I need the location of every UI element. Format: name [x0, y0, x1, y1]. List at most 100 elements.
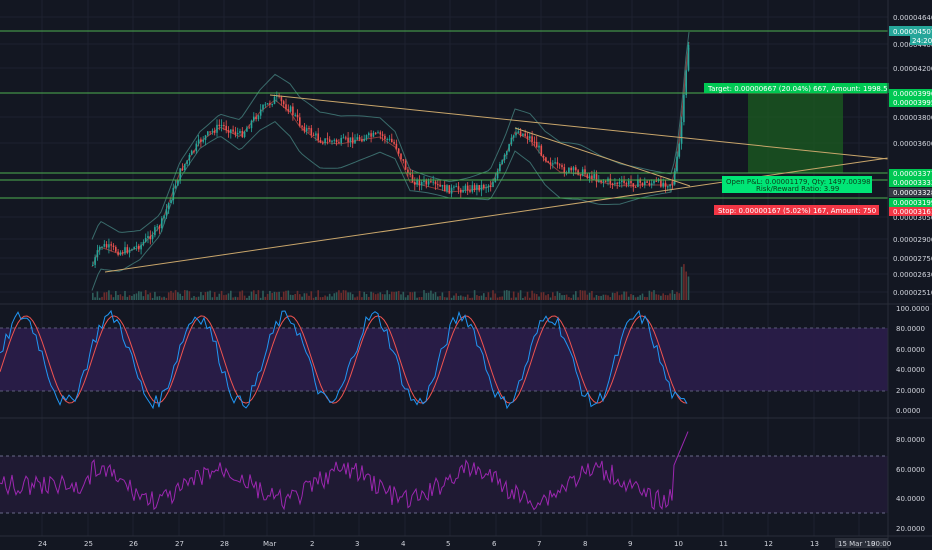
volume-bar [365, 294, 368, 300]
volume-bar [273, 291, 276, 300]
trendline-upper [269, 94, 889, 160]
volume-bar [181, 295, 184, 300]
candle-body [409, 173, 411, 175]
price-label: 0.00002900 [893, 236, 932, 244]
candle-body [255, 116, 257, 120]
candle-body [600, 180, 602, 183]
candle-body [646, 181, 648, 183]
volume-bar [248, 295, 250, 300]
volume-bar [437, 296, 439, 300]
candle-body [149, 235, 152, 240]
candle-body [535, 141, 538, 148]
candle-body [469, 190, 471, 192]
price-label: 0.00002510 [893, 289, 932, 297]
volume-bar [230, 290, 232, 300]
candle-body [616, 182, 618, 184]
rsi-axis[interactable]: 80.0000 60.0000 40.0000 20.0000 [896, 436, 925, 533]
volume-bar [372, 292, 375, 300]
candle-body [239, 131, 241, 134]
volume-bar [218, 293, 221, 300]
volume-bar [457, 295, 460, 300]
candle-body [264, 104, 267, 106]
price-label: 0.00003050 [893, 214, 932, 222]
target-zone[interactable] [748, 93, 843, 173]
candle-body [94, 257, 96, 265]
candle-body [98, 247, 101, 251]
candle-body [103, 244, 106, 247]
volume-bar [121, 296, 124, 300]
candle-body [218, 124, 221, 127]
candle-body [639, 179, 641, 183]
volume-bar [542, 292, 545, 300]
volume-bar [386, 290, 388, 300]
candle-body [165, 209, 168, 216]
volume-bar [430, 290, 432, 300]
volume-bar [480, 295, 483, 300]
volume-bar [425, 293, 428, 300]
volume-bar [489, 297, 492, 300]
candle-body [381, 134, 384, 136]
volume-bar [411, 292, 414, 300]
candle-body [418, 179, 421, 186]
volume-bar [616, 291, 618, 300]
candle-body [614, 182, 616, 184]
price-label: 0.00004200 [893, 65, 932, 73]
candle-body [483, 184, 485, 189]
volume-bar [285, 290, 287, 300]
volume-bar [648, 290, 651, 300]
candle-body [108, 244, 110, 248]
open-pnl-tag[interactable]: Open P&L: 0.00001179, Qty: 1497.00398 Ri… [722, 176, 872, 193]
volume-bar [158, 296, 161, 300]
candle-body [414, 182, 416, 185]
candle-body [253, 116, 255, 121]
candle-body [671, 184, 674, 186]
volume-bar [462, 296, 464, 300]
price-axis[interactable]: 0.00004640 0.00004400 0.00004200 0.00003… [889, 14, 932, 297]
candle-body [326, 138, 329, 140]
candle-body [443, 184, 446, 192]
price-label: 0.00002750 [893, 255, 932, 263]
candle-body [170, 200, 172, 204]
candle-body [133, 246, 135, 250]
volume-bar [565, 294, 568, 300]
candle-body [575, 167, 577, 171]
volume-bar [512, 291, 515, 300]
volume-bar [333, 293, 336, 300]
candle-body [416, 179, 418, 185]
time-label: 26 [129, 540, 138, 548]
stoch-axis[interactable]: 100.0000 80.0000 60.0000 40.0000 20.0000… [896, 305, 929, 415]
candle-body [471, 185, 474, 192]
candle-body [540, 145, 543, 156]
candle-body [200, 139, 202, 142]
volume-bar [322, 297, 324, 300]
candle-body [637, 179, 639, 188]
rsi-label: 20.0000 [896, 525, 925, 533]
time-badge[interactable]: 15 Mar '19 00:00 [835, 538, 891, 548]
volume-bar [149, 292, 152, 300]
countdown-label: 24:20 [912, 37, 932, 45]
candle-body [374, 132, 377, 134]
target-tag[interactable]: Target: 0.00000667 (20.04%) 667, Amount:… [704, 83, 889, 93]
volume-bar [423, 290, 425, 300]
volume-bar [276, 292, 278, 300]
volume-bar [202, 295, 204, 300]
time-label: 8 [583, 540, 587, 548]
volume-bar [469, 297, 471, 300]
stoch-label: 100.0000 [896, 305, 929, 313]
volume-bar [266, 293, 269, 300]
volume-bar [299, 294, 301, 300]
candle-body [660, 179, 662, 187]
volume-bar [657, 294, 660, 300]
volume-bar [529, 297, 531, 300]
candle-body [345, 137, 347, 139]
stop-tag[interactable]: Stop: 0.00000167 (5.02%) 167, Amount: 75… [714, 205, 879, 215]
candle-body [432, 181, 434, 183]
candle-body [349, 137, 352, 142]
time-axis[interactable]: 2425262728Mar234567891011121314 [38, 540, 864, 548]
candle-body [423, 180, 425, 183]
candle-body [128, 249, 131, 253]
candle-body [230, 129, 232, 133]
candle-body [209, 131, 211, 133]
